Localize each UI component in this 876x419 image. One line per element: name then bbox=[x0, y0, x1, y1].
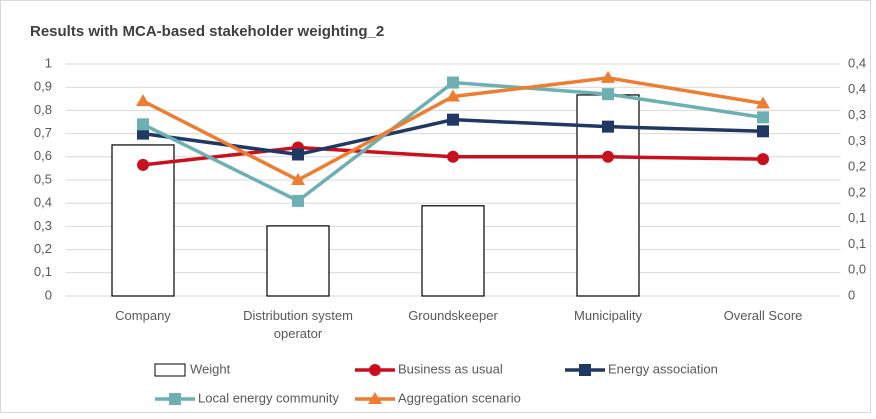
y-tick-label: 1 bbox=[45, 55, 52, 70]
y-tick-label: 0,4 bbox=[34, 195, 52, 210]
y2-tick-label: 0,1 bbox=[848, 236, 866, 251]
y-tick-label: 0,6 bbox=[34, 148, 52, 163]
series-marker bbox=[757, 111, 769, 124]
series-marker bbox=[136, 94, 150, 107]
series-marker bbox=[447, 150, 459, 163]
x-tick-label: Groundskeeper bbox=[408, 308, 498, 323]
legend-marker bbox=[369, 364, 381, 376]
x-tick-label: Municipality bbox=[574, 308, 642, 323]
y2-tick-label: 0,2 bbox=[848, 159, 866, 174]
y2-tick-label: 0,4 bbox=[848, 55, 866, 70]
y-tick-label: 0,9 bbox=[34, 79, 52, 94]
series-marker bbox=[292, 148, 304, 161]
series-marker bbox=[602, 120, 614, 133]
legend-swatch bbox=[154, 363, 186, 377]
series-marker bbox=[292, 194, 304, 207]
legend-marker bbox=[368, 392, 382, 404]
series-marker bbox=[602, 88, 614, 101]
y-tick-label: 0,7 bbox=[34, 125, 52, 140]
y2-tick-label: 0,2 bbox=[848, 184, 866, 199]
bar bbox=[266, 225, 330, 297]
chart-title: Results with MCA-based stakeholder weigh… bbox=[30, 23, 384, 40]
series-marker bbox=[447, 76, 459, 89]
series-marker bbox=[447, 113, 459, 126]
legend-label: Business as usual bbox=[398, 361, 503, 376]
series-marker bbox=[602, 150, 614, 163]
series-marker bbox=[756, 96, 770, 109]
series-marker bbox=[137, 127, 149, 140]
series-marker bbox=[757, 125, 769, 138]
series-marker bbox=[601, 70, 615, 83]
series-marker bbox=[757, 153, 769, 166]
series-marker bbox=[291, 173, 305, 185]
legend-label: Weight bbox=[190, 361, 231, 376]
legend-label: Aggregation scenario bbox=[398, 390, 521, 405]
y-tick-label: 0 bbox=[45, 287, 52, 302]
y-tick-label: 0,8 bbox=[34, 102, 52, 117]
y-tick-label: 0,5 bbox=[34, 171, 52, 186]
y-tick-label: 0,2 bbox=[34, 241, 52, 256]
x-tick-label: Overall Score bbox=[723, 308, 803, 323]
y-tick-label: 0,1 bbox=[34, 264, 52, 279]
legend-label: Local energy community bbox=[198, 390, 339, 405]
bar bbox=[421, 205, 485, 297]
y2-tick-label: 0,4 bbox=[848, 81, 866, 96]
series-marker bbox=[446, 89, 460, 102]
series-marker bbox=[137, 158, 149, 171]
y2-tick-label: 0,1 bbox=[848, 210, 866, 225]
y2-tick-label: 0 bbox=[848, 287, 855, 302]
legend-marker bbox=[169, 393, 181, 405]
x-tick-label: Company bbox=[115, 308, 171, 323]
legend-label: Energy association bbox=[608, 361, 718, 376]
y-tick-label: 0,3 bbox=[34, 218, 52, 233]
y2-tick-label: 0,0 bbox=[848, 262, 866, 277]
legend-marker bbox=[579, 364, 591, 376]
y2-tick-label: 0,3 bbox=[848, 133, 866, 148]
x-tick-label: Distribution system operator bbox=[243, 308, 353, 341]
y2-tick-label: 0,3 bbox=[848, 107, 866, 122]
series-marker bbox=[137, 118, 149, 131]
